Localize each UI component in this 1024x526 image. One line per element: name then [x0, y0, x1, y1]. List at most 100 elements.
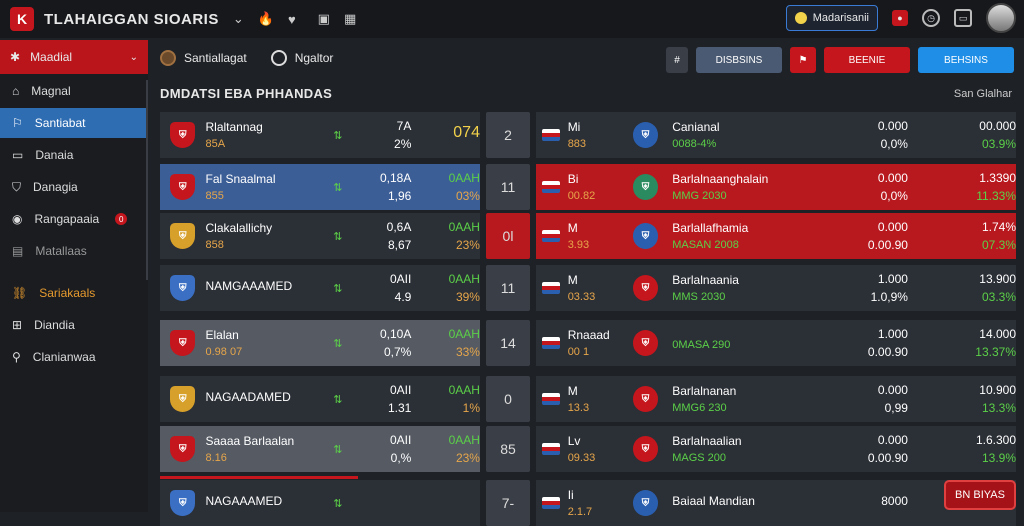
match-row[interactable]: Lv 09.33 ⛨ Barlalnaalian MAGS 200 0.000 …	[536, 426, 1016, 472]
avatar[interactable]	[986, 3, 1016, 33]
match-row[interactable]: ⛨ Rlaltannag 85A ⇅ 7A 2% 074	[160, 112, 480, 158]
sidebar-item-label: Danagia	[33, 180, 78, 194]
fire-icon[interactable]: 🔥	[257, 11, 274, 26]
odds-sub-value: 1.0,9%	[870, 290, 908, 304]
period-cell[interactable]: 11	[486, 164, 530, 210]
ball-icon	[160, 50, 176, 66]
match-row[interactable]: ⛨ NAMGAAAMED ⇅ 0AII 4.9 0AAH 39%	[160, 265, 480, 311]
arrow-icon: ⇅	[333, 497, 343, 510]
match-row[interactable]: ⛨ Elalan 0.98 07 ⇅ 0,10A 0,7% 0AAH 33%	[160, 320, 480, 366]
period-cell[interactable]: 0	[486, 376, 530, 422]
odds-value[interactable]: 0.000	[877, 171, 908, 185]
market-value[interactable]: 0AAH	[448, 171, 480, 185]
total-value[interactable]: 1.3390	[979, 171, 1016, 185]
notification-icon[interactable]: ●	[892, 10, 908, 26]
floating-action-button[interactable]: BN BIYAS	[944, 480, 1016, 510]
see-all-link[interactable]: San Glalhar	[953, 88, 1012, 100]
match-row[interactable]: ⛨ Saaaa Barlaalan 8.16 ⇅ 0AII 0,% 0AAH 2…	[160, 426, 480, 472]
match-row[interactable]: M 13.3 ⛨ Barlalnanan MMG6 230 0.000 0,99…	[536, 376, 1016, 422]
brand-name[interactable]: TLAHAIGGAN SIOARIS	[44, 10, 219, 28]
market-value[interactable]: 0AAH	[448, 220, 480, 234]
market-value[interactable]: 0AAH	[448, 383, 480, 397]
country-flag-icon	[542, 129, 560, 141]
match-row[interactable]: M 03.33 ⛨ Barlalnaania MMS 2030 1.000 1.…	[536, 265, 1016, 311]
result-button[interactable]: BEENIE	[824, 47, 910, 73]
odds-value[interactable]: 0.000	[877, 433, 908, 447]
tab-primary[interactable]: Santiallagat	[160, 50, 247, 66]
total-value[interactable]: 10.900	[979, 383, 1016, 397]
match-row[interactable]: ⛨ Fal Snaalmal 855 ⇅ 0,18A 1,96 0AAH 03%	[160, 164, 480, 210]
team-name: Baiaal Mandian	[672, 494, 755, 508]
total-value[interactable]: 1.6.300	[975, 433, 1016, 447]
total-value[interactable]: 14.000	[979, 327, 1016, 341]
brand-logo[interactable]: K	[10, 7, 34, 31]
sidebar-item[interactable]: ▤ Matallaas	[0, 236, 148, 266]
total-percent: 03.9%	[981, 137, 1016, 151]
sidebar-item[interactable]: ⊞ Diandia	[0, 310, 148, 340]
primary-action-button[interactable]: BEHSINS	[918, 47, 1014, 73]
team-crest-icon: ⛨	[170, 122, 196, 148]
league-code: Mi	[567, 120, 581, 134]
sidebar-item[interactable]: ⚐ Santiabat	[0, 108, 148, 138]
sidebar-item[interactable]: ⚲ Clanianwaa	[0, 342, 148, 372]
sidebar-item[interactable]: ⛉ Danagia	[0, 172, 148, 202]
team-name: NAMGAAAMED	[205, 279, 293, 293]
market-value[interactable]: 0AAH	[448, 327, 480, 341]
total-value[interactable]: 1.74%	[981, 220, 1016, 234]
team-crest-icon: ⛨	[632, 436, 659, 462]
market-value[interactable]: 0AAH	[448, 272, 480, 286]
sidebar-item[interactable]: ◉ Rangapaaia 0	[0, 204, 148, 234]
match-row[interactable]: M 3.93 ⛨ Barlallafhamia MASAN 2008 0.000…	[536, 213, 1016, 259]
arrow-icon: ⇅	[333, 337, 343, 350]
period-cell[interactable]: 0l	[486, 213, 530, 259]
match-row[interactable]: Bi 00.82 ⛨ Barlalnaanghalain MMG 2030 0.…	[536, 164, 1016, 210]
odds-value[interactable]: 0.000	[877, 220, 908, 234]
country-flag-icon	[542, 443, 560, 455]
clock-icon[interactable]: ◷	[922, 9, 940, 27]
sidebar-scrollbar[interactable]	[146, 80, 148, 280]
dropdown-icon[interactable]: ⌄	[232, 11, 244, 26]
period-cell[interactable]: 2	[486, 112, 530, 158]
sidebar-item[interactable]: ⌂ Magnal	[0, 76, 148, 106]
team-crest-icon: ⛨	[632, 490, 659, 516]
odds-value[interactable]: 1.000	[877, 327, 908, 341]
team-crest-icon: ⛨	[632, 275, 659, 301]
period-cell[interactable]: 11	[486, 265, 530, 311]
tab-secondary[interactable]: Ngaltor	[270, 50, 333, 66]
team-sub: MASAN 2008	[672, 239, 739, 251]
grid-icon[interactable]: ▦	[343, 11, 357, 26]
total-value[interactable]: 00.000	[979, 119, 1016, 133]
odds-value[interactable]: 0.000	[877, 119, 908, 133]
sidebar-item-icon: ⊞	[12, 318, 23, 332]
odds-value[interactable]: 8000	[881, 494, 908, 508]
match-row[interactable]: ⛨ NAGAADAMED ⇅ 0AII 1.31 0AAH 1%	[160, 376, 480, 422]
market-value[interactable]: 074	[453, 124, 480, 141]
sidebar-header[interactable]: ✱ Maadial ⌄	[0, 40, 148, 74]
odds-value[interactable]: 0.000	[877, 383, 908, 397]
period-cell[interactable]: 7-	[486, 480, 530, 526]
wallet-icon[interactable]: ▭	[954, 9, 972, 27]
team-name: Canianal	[672, 120, 720, 134]
balance-button[interactable]: Madarisanii	[785, 5, 878, 31]
live-button[interactable]: DISBSINS	[696, 47, 782, 73]
team-odds: 855	[205, 190, 224, 202]
market-percent: 23%	[455, 451, 480, 465]
odds-value[interactable]: 1.000	[877, 272, 908, 286]
team-crest-icon: ⛨	[632, 386, 659, 412]
heart-icon[interactable]: ♥	[287, 11, 296, 27]
match-row[interactable]: ⛨ Clakalallichy 858 ⇅ 0,6A 8,67 0AAH 23%	[160, 213, 480, 259]
bookmark-icon[interactable]: ▣	[317, 11, 330, 26]
team-odds: 85A	[205, 138, 226, 150]
sidebar-item[interactable]: ⛓ Sariakaals	[0, 278, 148, 308]
market-value[interactable]: 0AAH	[448, 433, 480, 447]
team-crest-icon: ⛨	[632, 330, 659, 356]
match-row[interactable]: Mi 883 ⛨ Canianal 0088-4% 0.000 0,0% 00.…	[536, 112, 1016, 158]
period-cell[interactable]: 14	[486, 320, 530, 366]
flag-button[interactable]: ⚑	[790, 47, 816, 73]
hash-button[interactable]: #	[666, 47, 688, 73]
sidebar-item[interactable]: ▭ Danaia	[0, 140, 148, 170]
total-value[interactable]: 13.900	[979, 272, 1016, 286]
match-row[interactable]: Rnaaad 00 1 ⛨ 0MASA 290 1.000 0.00.90 14…	[536, 320, 1016, 366]
match-row[interactable]: ⛨ NAGAAAMED ⇅	[160, 480, 480, 526]
period-cell[interactable]: 85	[486, 426, 530, 472]
